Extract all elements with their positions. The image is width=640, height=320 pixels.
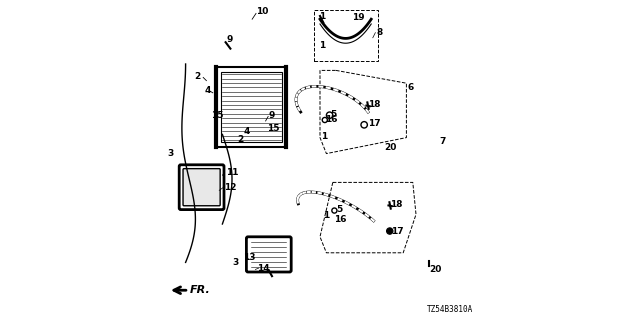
Bar xyxy=(314,10,378,61)
Text: 2: 2 xyxy=(237,135,243,144)
Text: 1: 1 xyxy=(319,12,326,20)
Text: 1: 1 xyxy=(323,212,330,220)
Text: 17: 17 xyxy=(368,119,381,128)
Text: 4: 4 xyxy=(243,127,250,136)
Text: 17: 17 xyxy=(391,227,404,236)
Text: 5: 5 xyxy=(330,110,337,119)
Text: 7: 7 xyxy=(439,137,445,146)
Text: 20: 20 xyxy=(429,265,442,274)
Text: 5: 5 xyxy=(336,205,342,214)
Text: 10: 10 xyxy=(256,7,268,16)
Text: 16: 16 xyxy=(325,115,337,124)
Text: 1: 1 xyxy=(321,132,328,141)
Text: FR.: FR. xyxy=(189,285,210,295)
Bar xyxy=(221,72,282,142)
Text: 8: 8 xyxy=(376,28,383,36)
Text: 3: 3 xyxy=(167,149,173,158)
Text: 19: 19 xyxy=(352,13,365,22)
Text: 3: 3 xyxy=(232,258,238,267)
Text: 14: 14 xyxy=(257,264,269,273)
Bar xyxy=(216,67,287,147)
Text: 9: 9 xyxy=(227,35,233,44)
Text: 20: 20 xyxy=(385,143,397,152)
Text: 4: 4 xyxy=(204,86,211,95)
Text: 15: 15 xyxy=(211,111,224,120)
Text: 16: 16 xyxy=(334,215,346,224)
Text: 18: 18 xyxy=(390,200,403,209)
Text: 2: 2 xyxy=(195,72,201,81)
Text: 11: 11 xyxy=(226,168,238,177)
FancyBboxPatch shape xyxy=(183,169,220,206)
Text: 12: 12 xyxy=(224,183,237,192)
Text: 1: 1 xyxy=(319,41,326,50)
Text: TZ54B3810A: TZ54B3810A xyxy=(428,305,474,314)
Text: 13: 13 xyxy=(243,253,255,262)
Text: 15: 15 xyxy=(268,124,280,132)
Circle shape xyxy=(387,228,393,234)
Text: 18: 18 xyxy=(368,100,381,109)
Text: 6: 6 xyxy=(408,83,414,92)
Text: 9: 9 xyxy=(269,111,275,120)
